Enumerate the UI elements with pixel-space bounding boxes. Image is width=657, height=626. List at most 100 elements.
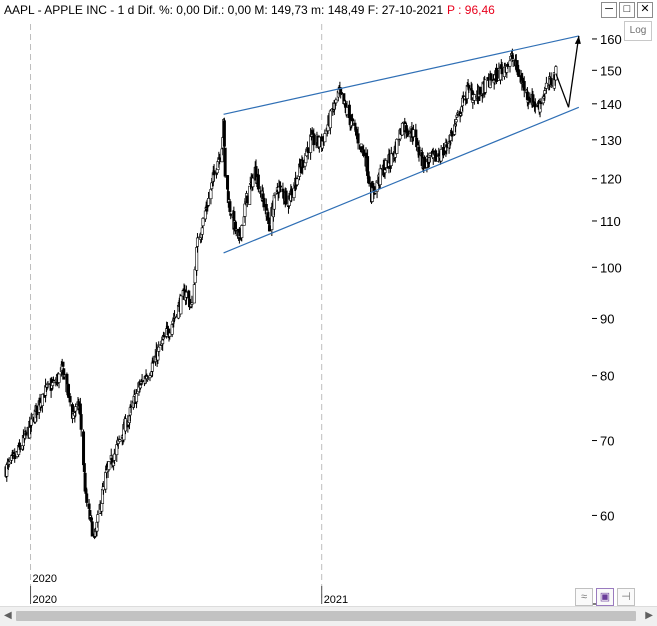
candle-body (406, 130, 410, 136)
candle-body (284, 190, 288, 205)
candle-body (212, 170, 216, 176)
candle-body (273, 192, 277, 195)
candle-body (454, 119, 458, 123)
candle-body (243, 203, 247, 217)
candle-body (107, 461, 111, 470)
candle-body (445, 144, 449, 148)
candle-body (150, 362, 154, 372)
candle-body (295, 178, 299, 186)
candle-body (279, 185, 283, 188)
candle-body (531, 94, 535, 107)
candle-body (461, 95, 465, 97)
candle-body (317, 136, 321, 148)
candle-body (74, 406, 78, 412)
candle-body (525, 91, 529, 100)
candle-body (489, 73, 493, 81)
chart-tools: ≈ ▣ ⊣ (575, 588, 635, 606)
y-tick-label: 150 (600, 63, 622, 78)
candle-body (395, 139, 399, 154)
candle-body (118, 439, 122, 442)
candle-body (146, 378, 150, 380)
log-scale-button[interactable]: Log (624, 21, 652, 41)
y-tick-label: 140 (600, 97, 622, 112)
candle-body (267, 217, 271, 225)
chart-header: AAPL - APPLE INC - 1 d Dif. %: 0,00 Dif.… (0, 0, 657, 20)
save-icon[interactable]: ▣ (596, 588, 614, 606)
candle-body (339, 92, 343, 95)
y-tick-label: 70 (600, 434, 614, 449)
candle-body (46, 383, 50, 385)
y-tick-label: 90 (600, 311, 614, 326)
candle-body (272, 195, 276, 210)
candle-body (79, 414, 83, 430)
candle-body (292, 187, 296, 198)
candle-body (85, 493, 89, 503)
candle-body (411, 129, 415, 137)
scrollbar-thumb[interactable] (16, 611, 636, 621)
time-axis: 2020 2020 2021 (30, 573, 348, 606)
candle-body (506, 63, 510, 67)
candle-body (483, 79, 487, 93)
candle-body (251, 177, 255, 188)
candle-body (96, 514, 100, 523)
candle-body (184, 291, 188, 298)
candle-body (157, 346, 161, 352)
candle-body (439, 149, 443, 162)
wave-icon[interactable]: ≈ (575, 588, 593, 606)
candle-body (90, 521, 94, 537)
candle-body (375, 180, 379, 192)
candle-body (417, 146, 421, 156)
candle-body (67, 393, 71, 395)
minimize-button[interactable]: ─ (601, 2, 617, 18)
candle-series (4, 48, 558, 540)
candle-body (67, 384, 71, 397)
candle-body (101, 486, 105, 491)
candle-body (267, 225, 271, 232)
candle-body (220, 148, 224, 163)
scroll-left-icon[interactable]: ◀ (4, 610, 12, 621)
candle-body (306, 147, 310, 154)
candle-body (173, 315, 177, 318)
candle-body (367, 176, 371, 184)
candle-body (168, 332, 172, 337)
y-tick-label: 80 (600, 369, 614, 384)
candle-body (13, 454, 17, 460)
candle-body (29, 418, 33, 426)
candle-body (57, 373, 61, 383)
candle-body (222, 120, 226, 147)
y-tick-label: 60 (600, 508, 614, 523)
close-button[interactable]: ✕ (637, 2, 653, 18)
candle-body (24, 432, 28, 436)
candle-body (89, 517, 93, 520)
y-tick-label: 100 (600, 260, 622, 275)
projection-path (555, 35, 580, 108)
candle-body (554, 66, 558, 81)
candle-body (170, 324, 174, 335)
price-axis: 5060708090100110120130140150160 (592, 32, 622, 612)
scroll-right-icon[interactable]: ▶ (645, 610, 653, 621)
candle-body (290, 188, 294, 196)
candle-body (190, 302, 194, 305)
candle-body (522, 81, 526, 91)
candle-body (544, 82, 548, 89)
candle-body (226, 175, 230, 190)
candle-body (200, 227, 204, 235)
candle-body (472, 94, 476, 101)
x-tick-label: 2021 (324, 594, 348, 606)
candle-body (528, 97, 532, 103)
pin-icon[interactable]: ⊣ (617, 588, 635, 606)
chart-title: AAPL - APPLE INC - 1 d Dif. %: 0,00 Dif.… (4, 3, 444, 17)
candle-body (139, 384, 143, 389)
maximize-button[interactable]: □ (619, 2, 635, 18)
candle-body (508, 60, 512, 67)
candle-body (223, 147, 227, 177)
candle-body (373, 192, 377, 195)
candle-body (51, 382, 55, 386)
chart-grid (30, 24, 323, 598)
candle-body (495, 67, 499, 82)
candle-body (63, 374, 67, 378)
candle-body (240, 225, 244, 238)
horizontal-scrollbar[interactable]: ◀ ▶ (0, 606, 657, 626)
candle-body (203, 210, 207, 220)
candle-body (400, 122, 404, 136)
